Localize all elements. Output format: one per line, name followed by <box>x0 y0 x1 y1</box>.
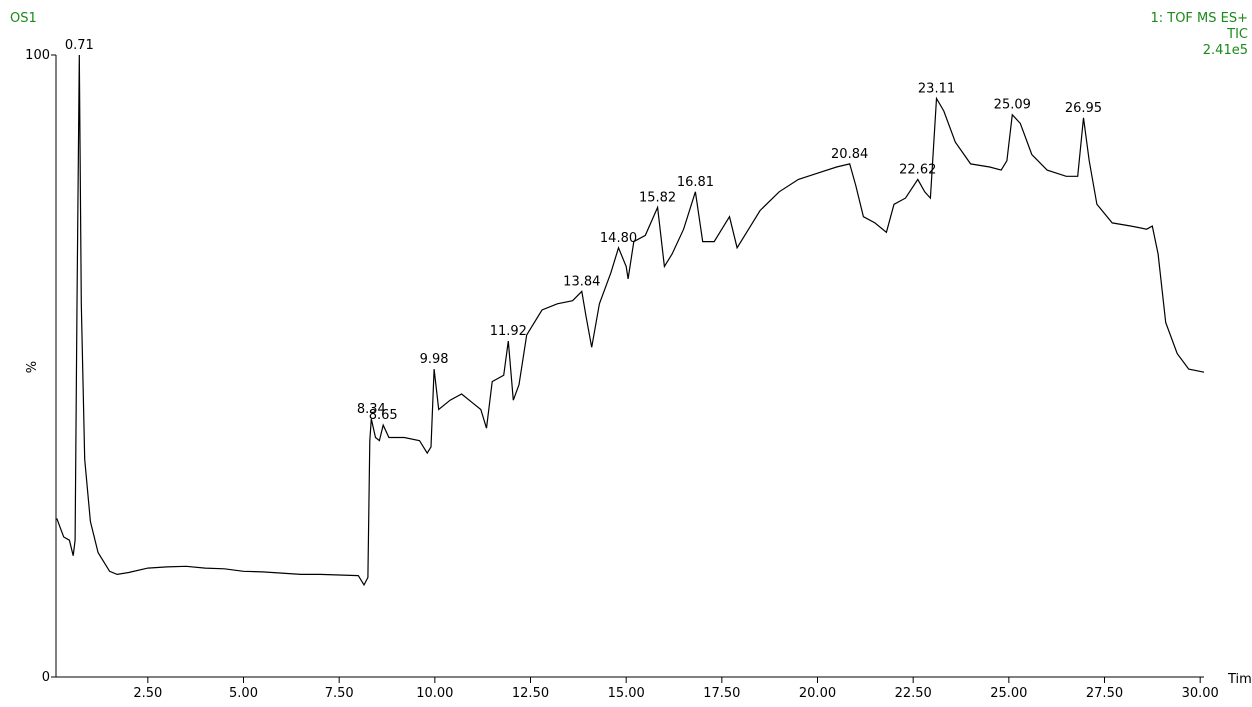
peak-label: 8.34 <box>357 402 386 417</box>
subtitle: 1: TOF MS ES+ <box>1150 11 1248 26</box>
x-tick-label: 15.00 <box>608 686 645 701</box>
x-tick-label: 27.50 <box>1086 686 1123 701</box>
peak-label: 9.98 <box>420 352 449 367</box>
trace <box>56 54 1205 587</box>
peak-label: 20.84 <box>831 147 868 162</box>
x-tick-label: 10.00 <box>416 686 453 701</box>
peak-label: 22.62 <box>899 162 936 177</box>
subtitle: TIC <box>1226 27 1248 42</box>
x-tick-label: 7.50 <box>325 686 354 701</box>
x-tick-label: 20.00 <box>799 686 836 701</box>
x-tick-label: 5.00 <box>229 686 258 701</box>
peak-label: 0.71 <box>65 38 94 53</box>
x-tick-label: 22.50 <box>895 686 932 701</box>
x-tick-label: 30.00 <box>1182 686 1219 701</box>
peak-label: 25.09 <box>994 98 1031 113</box>
y-tick-label: 100 <box>25 48 50 63</box>
y-axis-label: % <box>25 361 40 373</box>
peak-label: 14.80 <box>600 231 637 246</box>
peak-label: 26.95 <box>1065 101 1102 116</box>
y-tick-label: 0 <box>42 670 50 685</box>
peak-label: 13.84 <box>563 274 600 289</box>
x-tick-label: 2.50 <box>133 686 162 701</box>
peak-label: 15.82 <box>639 190 676 205</box>
peak-label: 8.65 <box>369 408 398 423</box>
chart-title: OS1 <box>10 11 37 26</box>
x-tick-label: 25.00 <box>990 686 1027 701</box>
x-tick-label: 17.50 <box>703 686 740 701</box>
peak-label: 11.92 <box>490 324 527 339</box>
x-tick-label: 12.50 <box>512 686 549 701</box>
x-axis-label: Time <box>1227 672 1252 687</box>
peak-label: 16.81 <box>677 175 714 190</box>
subtitle: 2.41e5 <box>1203 43 1248 58</box>
peak-label: 23.11 <box>918 82 955 97</box>
